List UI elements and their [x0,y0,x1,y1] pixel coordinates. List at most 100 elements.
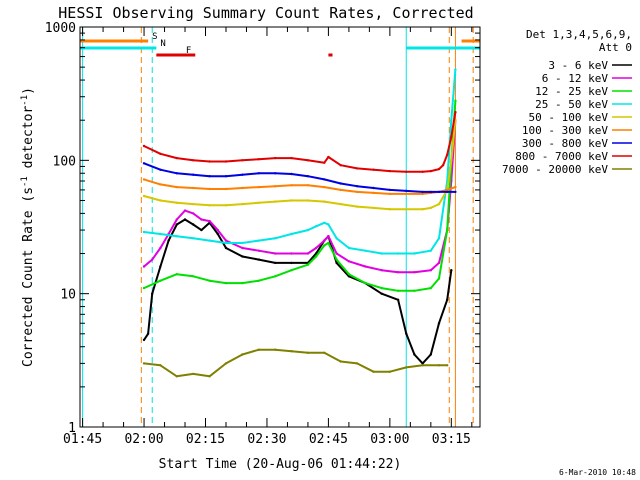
data-point [437,167,441,171]
y-tick-label: 1000 [45,21,76,36]
data-point [274,261,277,265]
data-point [388,188,392,192]
legend-label: 100 - 300 keV [522,124,608,137]
data-point [175,235,178,238]
data-point [175,201,178,204]
data-point [446,153,449,156]
data-point [257,258,260,261]
data-point [241,353,244,356]
data-point [405,208,408,211]
data-point [323,200,326,203]
data-point [413,271,416,274]
data-point [405,192,408,196]
legend-label: 50 - 100 keV [529,111,609,124]
data-point [224,175,228,178]
data-point [355,185,359,188]
data-point [192,223,195,226]
data-point [396,252,400,255]
footer-date: 6-Mar-2010 10:48 [559,468,636,477]
data-point [241,281,244,285]
data-point [327,241,330,245]
data-point [323,178,326,181]
data-point [454,110,457,114]
data-point [364,249,367,252]
data-point [257,279,260,282]
legend-label: 6 - 12 keV [542,72,609,85]
series-line-300-800-kev [143,162,456,193]
data-point [192,186,195,190]
data-point [142,286,146,290]
data-point [454,190,457,194]
data-point [208,187,211,191]
data-point [446,188,449,192]
data-point [241,241,244,245]
data-point [323,351,326,354]
legend-label: 12 - 25 keV [535,85,608,98]
data-point [437,202,441,206]
data-point [429,206,432,210]
data-point [142,144,146,148]
data-point [224,241,228,245]
data-point [274,252,277,255]
data-point [274,348,277,351]
data-point [413,353,416,356]
data-point [437,261,441,265]
y-axis-label: Corrected Count Rate (s-1 detector-1) [20,87,36,367]
data-point [413,252,416,255]
data-point [241,173,244,176]
data-point [290,269,293,272]
data-point [290,184,293,187]
data-point [208,279,211,282]
data-point [208,160,211,163]
data-point [355,205,359,208]
data-point [159,364,162,367]
data-point [257,172,260,175]
y-axis-label-sup1: -1 [20,176,30,187]
data-point [306,175,310,178]
data-point [306,351,310,354]
data-point [388,208,392,211]
data-point [274,185,277,188]
data-point [274,156,277,160]
data-point [257,239,260,242]
legend-label: 300 - 800 keV [522,137,608,150]
data-point [257,201,260,204]
data-point [306,199,310,202]
x-tick-label: 02:30 [247,432,286,447]
x-tick-label: 02:15 [186,432,225,447]
data-point [450,135,453,139]
data-point [355,167,359,170]
data-point [159,183,162,186]
data-point [446,298,449,301]
status-flags: SN F [80,32,480,57]
data-point [335,237,338,240]
data-point [192,372,195,376]
data-point [380,286,383,290]
data-point [396,289,400,292]
series-group [142,68,457,378]
data-point [192,173,195,176]
data-point [175,218,178,221]
data-point [454,99,457,102]
data-point [241,202,244,206]
data-point [208,204,211,207]
data-point [159,168,162,171]
data-point [290,172,293,176]
data-point [314,246,318,250]
y-axis-label-sup2: -1 [20,95,30,106]
data-point [142,362,146,365]
data-point [200,218,203,221]
data-point [441,164,445,167]
data-point [142,194,146,198]
data-point [142,265,146,268]
data-point [405,189,408,193]
data-point [347,275,351,278]
data-point [142,230,146,234]
data-point [290,199,293,202]
series-line-7000-20000-kev [143,348,448,378]
data-point [192,202,195,206]
data-point [364,281,367,285]
data-point [224,204,228,207]
legend-label: 25 - 50 keV [535,98,608,111]
